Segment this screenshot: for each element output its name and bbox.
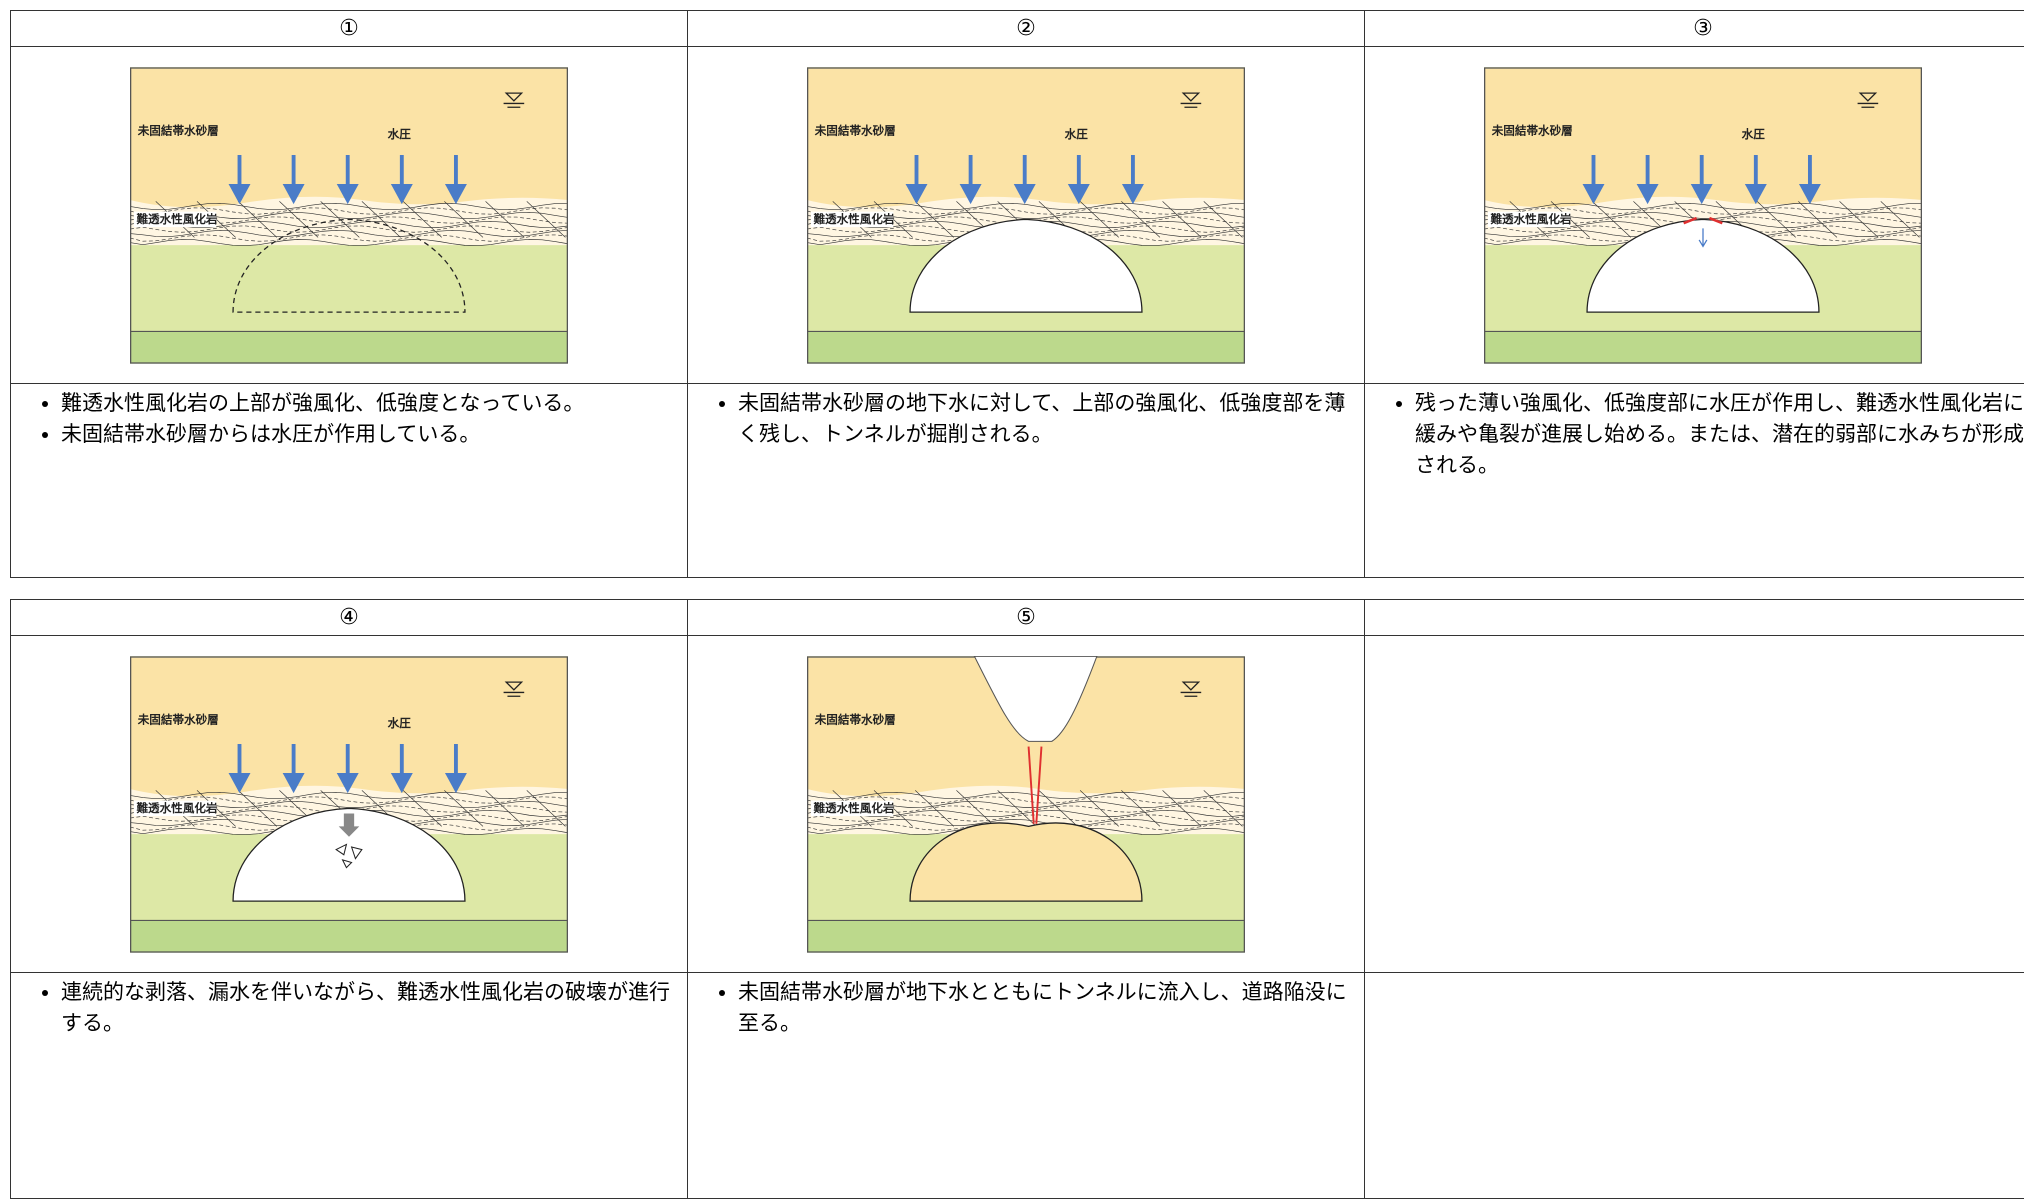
bullet: 未固結帯水砂層が地下水とともにトンネルに流入し、道路陥没に至る。 [738, 977, 1364, 1039]
figure-label: 水圧 [388, 127, 412, 141]
text-cell [1365, 973, 2024, 1199]
figure-cell: 未固結帯水砂層難透水性風化岩 [688, 636, 1365, 973]
bullet: 残った薄い強風化、低強度部に水圧が作用し、難透水性風化岩に緩みや亀裂が進展し始め… [1415, 388, 2024, 481]
text-cell: 難透水性風化岩の上部が強風化、低強度となっている。未固結帯水砂層からは水圧が作用… [11, 384, 688, 578]
header-text: ⑤ [1016, 605, 1036, 630]
text-cell: 残った薄い強風化、低強度部に水圧が作用し、難透水性風化岩に緩みや亀裂が進展し始め… [1365, 384, 2024, 578]
header-text: ③ [1693, 16, 1713, 41]
bullet-list: 残った薄い強風化、低強度部に水圧が作用し、難透水性風化岩に緩みや亀裂が進展し始め… [1365, 388, 2024, 481]
bullet: 未固結帯水砂層からは水圧が作用している。 [61, 419, 687, 450]
header-text: ① [339, 16, 359, 41]
figure-cell: 水圧 未固結帯水砂層難透水性風化岩 [11, 636, 688, 973]
figure-label: 難透水性風化岩 [813, 801, 894, 815]
bullet-list: 未固結帯水砂層の地下水に対して、上部の強風化、低強度部を薄く残し、トンネルが掘削… [688, 388, 1364, 450]
header-row: ① ② ③ [11, 11, 2024, 47]
figure-label: 難透水性風化岩 [136, 801, 217, 815]
header-cell: ③ [1365, 11, 2024, 47]
figure-row: 水圧未固結帯水砂層難透水性風化岩未固結帯水砂層難透水性風化岩 [11, 636, 2024, 973]
figure-label: 未固結帯水砂層 [814, 712, 896, 726]
header-cell: ② [688, 11, 1365, 47]
text-cell: 未固結帯水砂層が地下水とともにトンネルに流入し、道路陥没に至る。 [688, 973, 1365, 1199]
figure-label: 水圧 [1065, 127, 1089, 141]
figure-cell: 水圧 未固結帯水砂層難透水性風化岩 [1365, 47, 2024, 384]
figure-label: 未固結帯水砂層 [137, 712, 219, 726]
figure-label: 水圧 [1742, 127, 1766, 141]
figure-label: 未固結帯水砂層 [1491, 123, 1573, 137]
figure-label: 難透水性風化岩 [136, 212, 217, 226]
header-cell: ⑤ [688, 600, 1365, 636]
figure-row: 水圧未固結帯水砂層難透水性風化岩水圧未固結帯水砂層難透水性風化岩水圧未固結帯水砂… [11, 47, 2024, 384]
figure-cell [1365, 636, 2024, 973]
bullet-list: 難透水性風化岩の上部が強風化、低強度となっている。未固結帯水砂層からは水圧が作用… [11, 388, 687, 450]
bullet-list: 連続的な剥落、漏水を伴いながら、難透水性風化岩の破壊が進行する。 [11, 977, 687, 1039]
figure-label: 難透水性風化岩 [813, 212, 894, 226]
header-cell: ① [11, 11, 688, 47]
figure-label: 水圧 [388, 716, 412, 730]
header-text: ④ [339, 605, 359, 630]
figure-label: 難透水性風化岩 [1490, 212, 1571, 226]
figure-cell: 水圧 未固結帯水砂層難透水性風化岩 [11, 47, 688, 384]
bullet: 連続的な剥落、漏水を伴いながら、難透水性風化岩の破壊が進行する。 [61, 977, 687, 1039]
bullet: 難透水性風化岩の上部が強風化、低強度となっている。 [61, 388, 687, 419]
header-text: ② [1016, 16, 1036, 41]
text-cell: 連続的な剥落、漏水を伴いながら、難透水性風化岩の破壊が進行する。 [11, 973, 688, 1199]
figure-label: 未固結帯水砂層 [814, 123, 896, 137]
bullet-list: 未固結帯水砂層が地下水とともにトンネルに流入し、道路陥没に至る。 [688, 977, 1364, 1039]
figure-cell: 水圧 未固結帯水砂層難透水性風化岩 [688, 47, 1365, 384]
header-cell [1365, 600, 2024, 636]
text-cell: 未固結帯水砂層の地下水に対して、上部の強風化、低強度部を薄く残し、トンネルが掘削… [688, 384, 1365, 578]
text-row: 難透水性風化岩の上部が強風化、低強度となっている。未固結帯水砂層からは水圧が作用… [11, 384, 2024, 578]
header-cell: ④ [11, 600, 688, 636]
bullet: 未固結帯水砂層の地下水に対して、上部の強風化、低強度部を薄く残し、トンネルが掘削… [738, 388, 1364, 450]
figure-label: 未固結帯水砂層 [137, 123, 219, 137]
table: ④⑤水圧未固結帯水砂層難透水性風化岩未固結帯水砂層難透水性風化岩連続的な剥落、漏… [10, 599, 2024, 1199]
text-row: 連続的な剥落、漏水を伴いながら、難透水性風化岩の破壊が進行する。未固結帯水砂層が… [11, 973, 2024, 1199]
